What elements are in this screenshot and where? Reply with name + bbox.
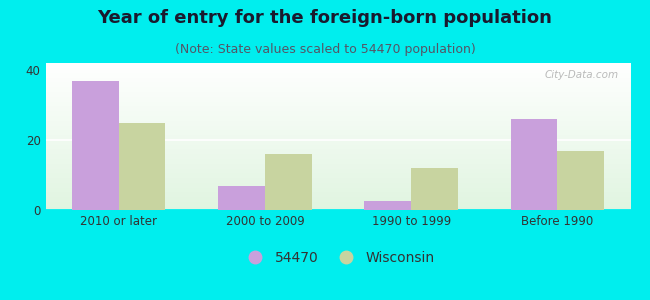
Bar — [411, 168, 458, 210]
Bar — [365, 201, 411, 210]
Text: City-Data.com: City-Data.com — [545, 70, 619, 80]
Bar — [72, 80, 118, 210]
Text: (Note: State values scaled to 54470 population): (Note: State values scaled to 54470 popu… — [175, 44, 475, 56]
Bar — [265, 154, 311, 210]
Bar — [558, 151, 604, 210]
Bar — [118, 122, 165, 210]
Bar — [510, 119, 557, 210]
Bar — [218, 185, 265, 210]
Text: Year of entry for the foreign-born population: Year of entry for the foreign-born popul… — [98, 9, 552, 27]
Legend: 54470, Wisconsin: 54470, Wisconsin — [236, 246, 440, 271]
